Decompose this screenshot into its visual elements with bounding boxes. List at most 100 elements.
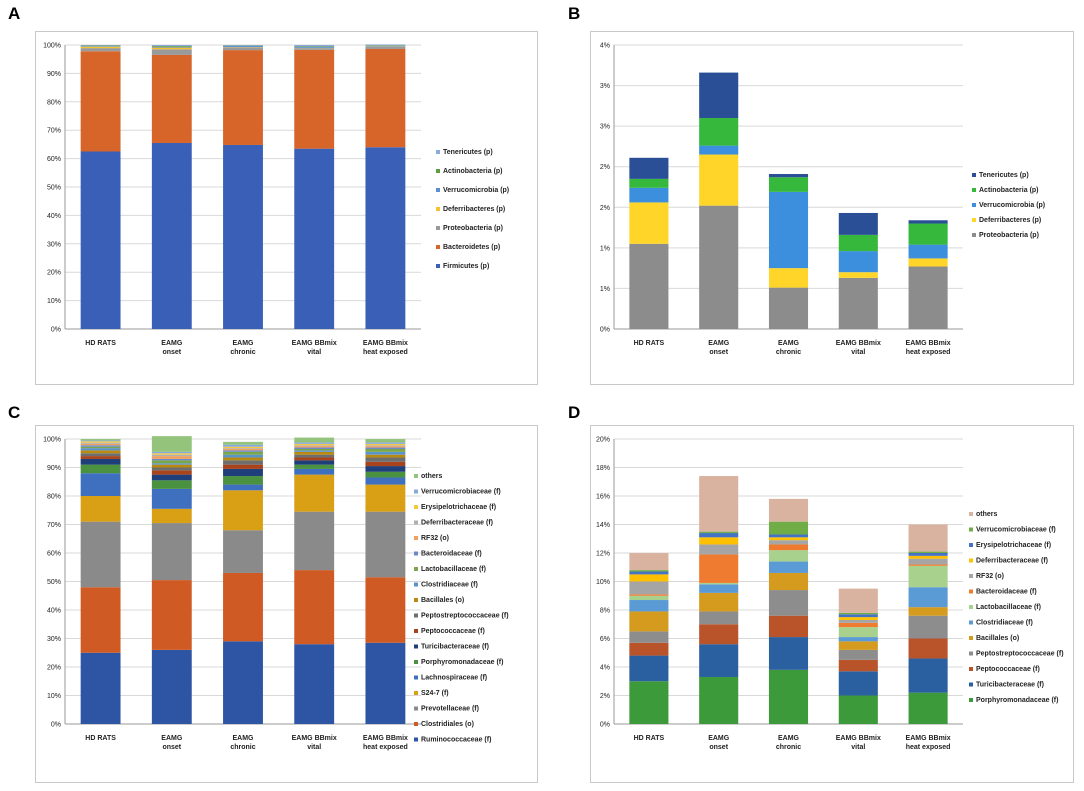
bar-segment xyxy=(80,442,121,444)
bar-segment xyxy=(768,669,809,724)
bar-segment xyxy=(151,523,192,581)
x-tick-label: EAMG BBmix xyxy=(906,735,951,742)
bar-segment xyxy=(151,463,192,465)
y-tick-label: 40% xyxy=(47,213,61,220)
y-tick-label: 60% xyxy=(47,551,61,558)
bar-segment xyxy=(223,457,263,461)
bar-segment xyxy=(294,464,335,469)
bar-segment xyxy=(223,454,263,458)
bar-segment xyxy=(629,553,669,571)
legend-swatch xyxy=(969,574,973,578)
bar-segment xyxy=(768,498,809,522)
bar-segment xyxy=(294,460,335,465)
bar-segment xyxy=(768,544,809,551)
legend-label: Peptococcaceae (f) xyxy=(976,666,1040,673)
bar-segment xyxy=(768,615,809,638)
bar-segment xyxy=(151,456,192,459)
legend-label: Firmicutes (p) xyxy=(443,263,489,270)
panel-label-b: B xyxy=(568,4,581,23)
legend-label: S24-7 (f) xyxy=(421,690,449,697)
bar-segment xyxy=(223,441,263,445)
bar-segment xyxy=(151,46,192,47)
x-tick-label: EAMG BBmix xyxy=(836,340,881,347)
bar-segment xyxy=(838,695,878,724)
legend-swatch xyxy=(972,203,976,207)
y-tick-label: 1% xyxy=(600,245,610,252)
bar-segment xyxy=(629,642,669,656)
y-tick-label: 100% xyxy=(43,43,61,50)
bar-segment xyxy=(699,533,739,538)
bar-segment xyxy=(80,521,121,588)
bar-segment xyxy=(223,460,263,465)
bar-segment xyxy=(838,614,878,618)
bar-segment xyxy=(838,251,878,273)
bar-segment xyxy=(629,581,669,595)
bar-segment xyxy=(294,45,335,47)
bar-segment xyxy=(151,46,192,48)
bar-segment xyxy=(699,584,739,593)
legend-label: Clostridiaceae (f) xyxy=(421,582,478,589)
x-tick-label: vital xyxy=(851,744,865,751)
bar-segment xyxy=(223,144,263,329)
bar-segment xyxy=(838,619,878,623)
x-tick-label: HD RATS xyxy=(85,340,116,347)
bar-segment xyxy=(699,476,739,532)
x-tick-label: onset xyxy=(162,744,181,751)
bar-segment xyxy=(80,48,121,52)
legend-label: RF32 (o) xyxy=(421,535,449,542)
legend-label: Proteobacteria (p) xyxy=(979,232,1039,239)
bar-segment xyxy=(365,642,406,724)
bar-segment xyxy=(151,47,192,50)
bar-segment xyxy=(294,443,335,446)
x-tick-label: heat exposed xyxy=(906,744,951,751)
bar-segment xyxy=(365,44,406,46)
bar-segment xyxy=(80,453,121,457)
bar-segment xyxy=(629,681,669,724)
legend-label: Bacteroidaceae (f) xyxy=(976,589,1037,596)
bar-segment xyxy=(908,587,948,608)
stacked-bar-chart-d: 0% 2% 4% 6% 8% 10% 12% 14% 16% 18% 20% HD RATS EAMG o… xyxy=(590,425,1074,783)
legend-label: Porphyromonadaceae (f) xyxy=(976,697,1058,704)
bar-segment xyxy=(80,51,121,152)
x-tick-label: vital xyxy=(851,349,865,356)
bar-segment xyxy=(294,46,335,48)
legend-label: Deferribacteres (p) xyxy=(443,206,505,213)
bar-segment xyxy=(838,622,878,628)
x-tick-label: onset xyxy=(709,744,728,751)
legend-label: Deferribacteraceae (f) xyxy=(421,520,493,527)
bar-segment xyxy=(294,446,335,448)
bar-segment xyxy=(768,590,809,616)
bar-segment xyxy=(768,174,809,178)
bar-segment xyxy=(629,595,669,601)
bar-segment xyxy=(294,48,335,50)
legend-label: Tenericutes (p) xyxy=(979,172,1029,179)
bar-segment xyxy=(151,458,192,461)
bar-segment xyxy=(294,451,335,455)
x-tick-label: EAMG BBmix xyxy=(292,340,337,347)
bar-segment xyxy=(223,45,263,46)
bar-segment xyxy=(294,450,335,452)
bar-segment xyxy=(838,588,878,613)
bar-segment xyxy=(365,448,406,452)
legend-label: Actinobacteria (p) xyxy=(443,168,503,175)
bar-segment xyxy=(294,445,335,447)
y-tick-label: 90% xyxy=(47,71,61,78)
legend-swatch xyxy=(969,512,973,516)
bar-segment xyxy=(151,45,192,47)
bar-segment xyxy=(223,464,263,469)
legend-swatch xyxy=(969,651,973,656)
bar-segment xyxy=(365,457,406,462)
bar-segment xyxy=(699,72,739,119)
legend-swatch xyxy=(972,218,976,222)
bar-segment xyxy=(80,448,121,451)
bar-segment xyxy=(151,508,192,524)
x-tick-label: vital xyxy=(307,744,321,751)
bar-segment xyxy=(151,436,192,452)
bar-segment xyxy=(151,470,192,475)
bar-segment xyxy=(629,178,669,188)
legend-swatch xyxy=(436,245,440,249)
bar-segment xyxy=(223,444,263,447)
panel-label-c: C xyxy=(8,403,21,422)
legend-swatch xyxy=(436,264,440,268)
x-tick-label: EAMG xyxy=(161,735,183,742)
